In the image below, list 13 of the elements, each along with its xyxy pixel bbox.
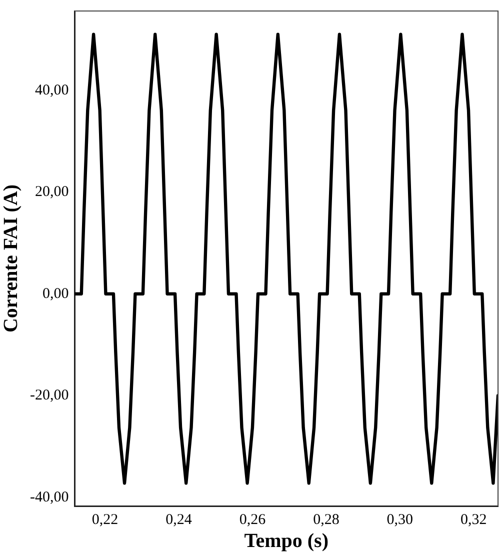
y-tick-label: 20,00 xyxy=(34,184,69,200)
y-tick-label: -20,00 xyxy=(30,388,69,404)
x-axis-title: Tempo (s) xyxy=(244,530,329,552)
y-tick-label: 40,00 xyxy=(34,82,69,98)
y-axis-title: Corrente FAI (A) xyxy=(0,184,22,333)
x-tick-label: 0,24 xyxy=(166,512,192,528)
y-tick-label: -40,00 xyxy=(30,489,69,506)
x-tick-label: 0,32 xyxy=(460,512,487,528)
x-tick-label: 0,22 xyxy=(92,512,118,528)
y-tick-label: 0,00 xyxy=(42,286,69,302)
x-tick-label: 0,30 xyxy=(386,512,414,528)
x-tick-label: 0,28 xyxy=(313,512,340,528)
x-tick-label: 0,26 xyxy=(239,512,266,528)
